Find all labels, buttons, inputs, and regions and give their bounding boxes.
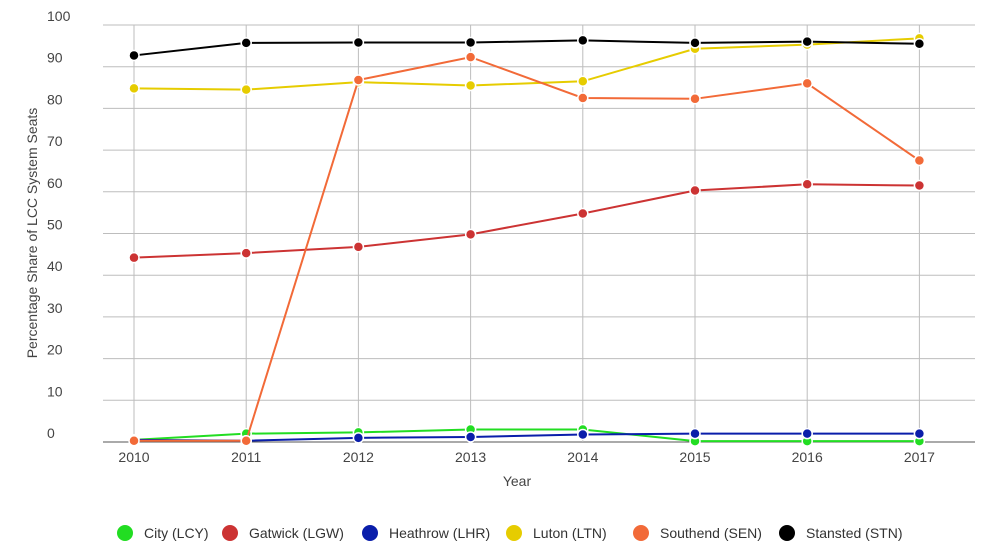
series-line	[133, 432, 920, 442]
data-point	[577, 75, 589, 88]
x-tick-label: 2010	[118, 449, 149, 465]
data-point	[464, 36, 477, 49]
data-point	[577, 428, 589, 441]
legend-swatch	[117, 525, 133, 541]
series-southend-sen	[128, 51, 926, 447]
data-point	[464, 51, 477, 63]
data-point	[240, 83, 252, 96]
data-point	[689, 93, 701, 105]
legend: City (LCY) Gatwick (LGW) Heathrow (LHR) Lut…	[117, 525, 902, 541]
y-tick-label: 20	[47, 342, 63, 358]
data-point	[577, 207, 589, 220]
y-axis-title: Percentage Share of LCC System Seats	[24, 108, 40, 359]
legend-label: Stansted (STN)	[806, 525, 902, 541]
legend-item: Southend (SEN)	[633, 525, 762, 541]
legend-label: City (LCY)	[144, 525, 209, 541]
legend-item: Stansted (STN)	[779, 525, 902, 541]
data-point	[240, 434, 252, 447]
data-point	[464, 228, 477, 241]
data-point	[689, 184, 701, 197]
data-point	[913, 154, 926, 167]
series-line	[133, 37, 920, 91]
data-point	[240, 37, 252, 49]
x-tick-label: 2017	[904, 449, 935, 465]
x-tick-label: 2016	[792, 449, 823, 465]
x-tick-label: 2015	[679, 449, 710, 465]
legend-swatch	[506, 525, 522, 541]
legend-swatch	[362, 525, 378, 541]
data-point	[577, 34, 589, 47]
legend-item: Gatwick (LGW)	[222, 525, 344, 541]
legend-label: Luton (LTN)	[533, 525, 607, 541]
y-tick-label: 40	[47, 258, 63, 274]
data-point	[352, 432, 365, 444]
y-tick-label: 80	[47, 91, 63, 107]
data-point	[464, 431, 477, 443]
y-tick-label: 90	[47, 50, 63, 66]
data-point	[352, 36, 365, 49]
y-tick-label: 30	[47, 300, 63, 316]
data-point	[577, 92, 589, 104]
legend-item: Heathrow (LHR)	[362, 525, 490, 541]
legend-swatch	[633, 525, 649, 541]
series-layer	[128, 32, 926, 447]
data-point	[913, 427, 926, 440]
legend-item: City (LCY)	[117, 525, 209, 541]
data-point	[801, 178, 813, 191]
data-point	[128, 251, 140, 264]
data-point	[464, 79, 477, 92]
x-axis-title: Year	[503, 473, 532, 489]
legend-label: Gatwick (LGW)	[249, 525, 344, 541]
data-point	[801, 77, 813, 90]
legend-label: Southend (SEN)	[660, 525, 762, 541]
data-point	[128, 82, 140, 95]
data-point	[128, 49, 140, 62]
data-point	[128, 434, 140, 447]
series-line	[133, 183, 920, 259]
data-point	[801, 427, 813, 440]
x-axis-ticks: 2010 2011 2012 2013 2014 2015 2016 2017	[118, 449, 935, 465]
y-tick-label: 100	[47, 8, 71, 24]
y-axis-ticks: 0 10 20 30 40 50 60 70 80 90 100	[47, 8, 71, 441]
series-gatwick-lgw	[128, 178, 926, 264]
data-point	[352, 241, 365, 253]
data-point	[913, 179, 926, 192]
y-tick-label: 70	[47, 133, 63, 149]
series-stansted-stn	[128, 34, 926, 62]
data-point	[352, 74, 365, 86]
y-tick-label: 60	[47, 175, 63, 191]
x-tick-label: 2014	[567, 449, 598, 465]
x-tick-label: 2011	[231, 449, 261, 465]
series-line	[133, 428, 920, 443]
data-point	[801, 35, 813, 48]
series-line	[134, 56, 920, 442]
legend-swatch	[222, 525, 238, 541]
legend-swatch	[779, 525, 795, 541]
data-point	[240, 247, 252, 259]
series-line	[133, 39, 920, 57]
y-tick-label: 50	[47, 217, 63, 233]
y-tick-label: 10	[47, 383, 63, 399]
legend-label: Heathrow (LHR)	[389, 525, 490, 541]
x-tick-label: 2013	[455, 449, 486, 465]
data-point	[689, 37, 701, 49]
data-point	[689, 427, 701, 440]
x-tick-label: 2012	[343, 449, 374, 465]
y-tick-label: 0	[47, 425, 55, 441]
legend-item: Luton (LTN)	[506, 525, 607, 541]
grid-lines	[103, 24, 975, 443]
data-point	[913, 38, 926, 50]
